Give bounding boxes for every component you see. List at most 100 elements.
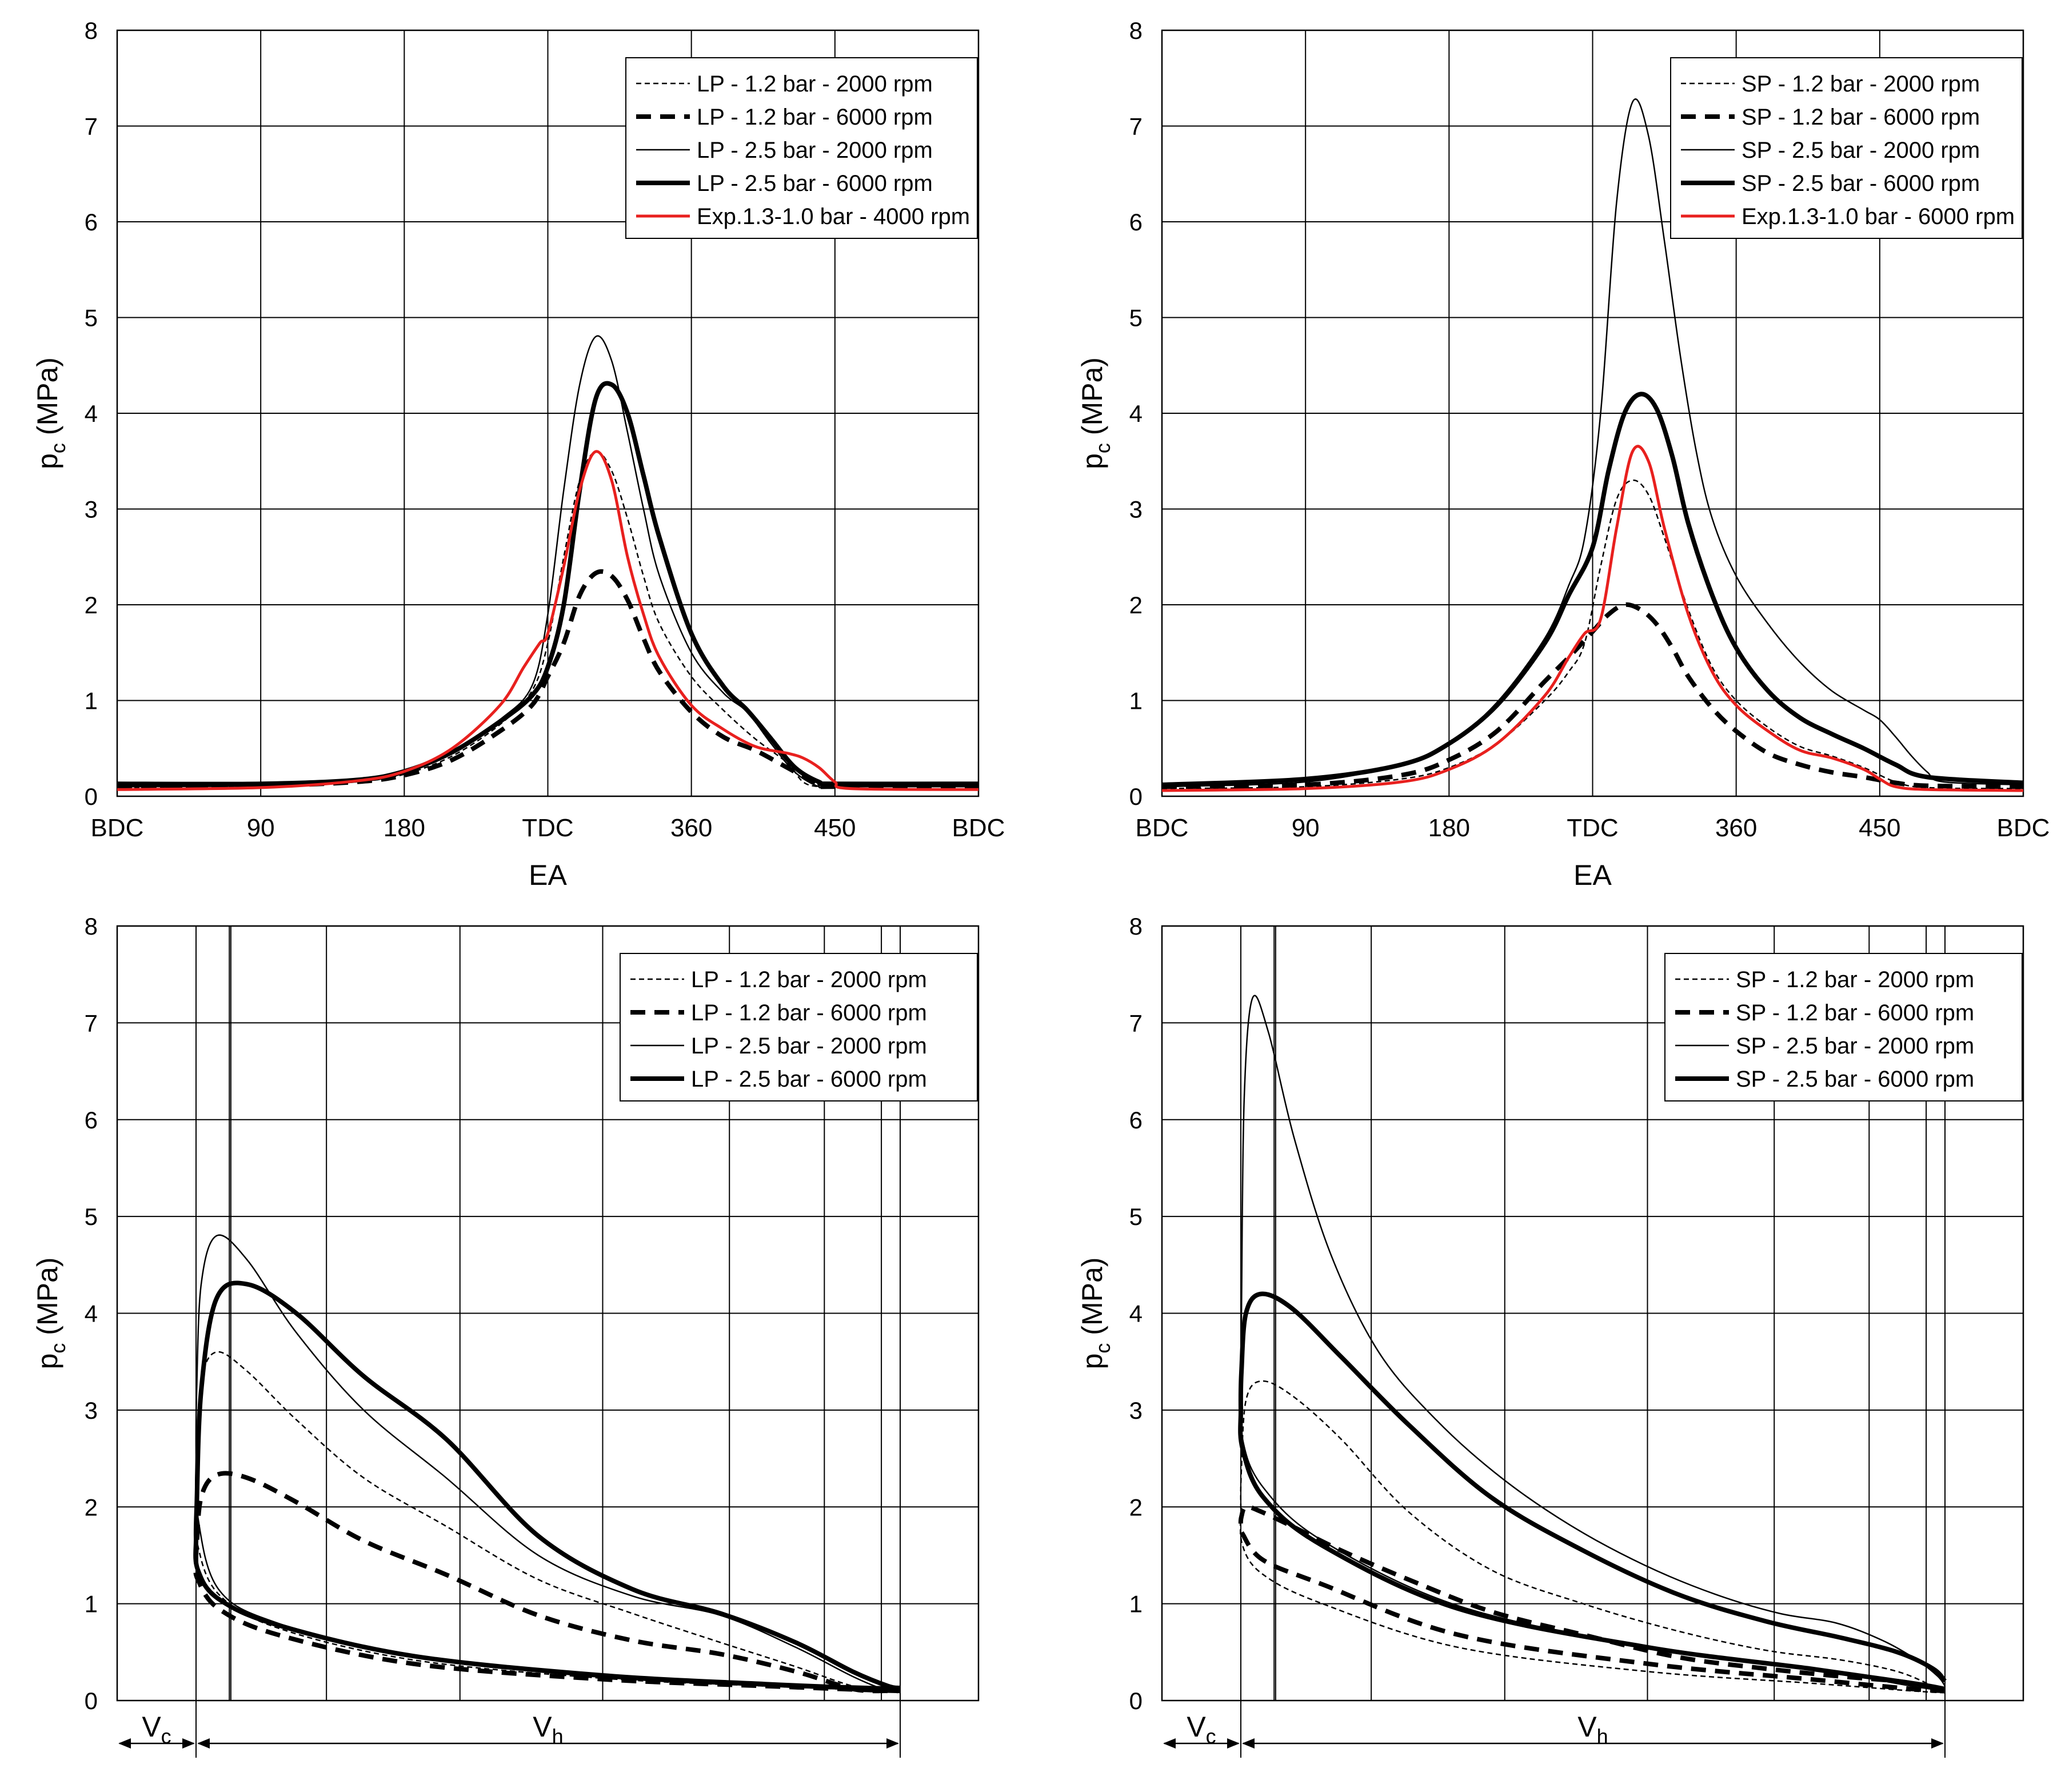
series-line [1161,392,2024,787]
y-tick-label: 4 [85,400,98,427]
x-axis-label: EA [529,859,567,891]
legend-label: LP - 2.5 bar - 2000 rpm [691,1033,927,1059]
y-tick-label: 3 [85,1397,98,1424]
legend-label: LP - 1.2 bar - 2000 rpm [697,71,933,97]
legend-label: SP - 2.5 bar - 6000 rpm [1736,1067,1974,1092]
x-tick-label: 90 [1292,814,1320,842]
x-tick-label: BDC [91,814,144,842]
y-tick-label: 5 [85,1203,98,1230]
y-tick-label: 4 [1129,1300,1143,1327]
x-tick-label: 360 [1715,814,1757,842]
series-group [117,335,979,791]
vh-arrowhead-right [1931,1738,1944,1749]
x-axis: Vc Vh [118,1701,901,1758]
series-line [117,450,979,791]
series-line [1239,995,1946,1692]
vc-arrowhead-left [1163,1738,1176,1749]
legend: SP - 1.2 bar - 2000 rpm SP - 1.2 bar - 60… [1670,57,2023,239]
vc-arrowhead-left [118,1738,131,1749]
y-tick-label: 0 [85,783,98,810]
legend-label: SP - 1.2 bar - 2000 rpm [1742,71,1980,97]
x-tick-label: 450 [1859,814,1900,842]
x-tick-label: BDC [952,814,1005,842]
y-tick-label: 8 [85,17,98,44]
chart-p2: 0 1 2 3 4 5 6 7 8 pc (MPa) BDC 90 180 TDC 360 450 BDC EA S… [1076,17,2050,891]
x-tick-label: TDC [1567,814,1618,842]
legend-label: SP - 1.2 bar - 2000 rpm [1736,967,1974,992]
y-tick-label: 3 [1129,496,1143,523]
grid [117,925,978,1701]
vc-label: Vc [142,1711,171,1748]
series-line [1239,1380,1946,1694]
y-tick-label: 1 [85,1591,98,1618]
x-tick-label: BDC [1136,814,1189,842]
legend-label: Exp.1.3-1.0 bar - 4000 rpm [697,204,970,229]
x-axis: BDC 90 180 TDC 360 450 BDC EA [91,814,1005,891]
y-tick-label: 1 [1129,688,1143,715]
series-line [1161,445,2024,792]
x-axis-label: EA [1573,859,1612,891]
series-group [1161,98,2024,792]
plot-frame [1161,925,2024,1702]
series-line [1238,1504,1946,1694]
y-axis-label: pc (MPa) [1076,1258,1115,1370]
series-line [193,1471,901,1694]
y-tick-label: 1 [85,688,98,715]
legend-label: SP - 1.2 bar - 6000 rpm [1742,105,1980,130]
y-tick-label: 0 [1129,1687,1143,1714]
y-tick-label: 6 [85,209,98,236]
y-tick-label: 8 [85,913,98,940]
y-axis-label: pc (MPa) [31,357,70,469]
legend: LP - 1.2 bar - 2000 rpm LP - 1.2 bar - 60… [625,57,978,239]
chart-p4: 0 1 2 3 4 5 6 7 8 pc (MPa) Vc Vh SP - 1.2 bar - 2000… [1076,913,2024,1758]
y-tick-label: 7 [1129,113,1143,140]
y-axis-label: pc (MPa) [1076,357,1115,469]
y-axis-label: pc (MPa) [31,1258,70,1370]
y-tick-label: 5 [1129,305,1143,332]
y-tick-label: 4 [1129,400,1143,427]
y-tick-label: 0 [1129,783,1143,810]
y-tick-label: 7 [85,1009,98,1036]
legend-label: LP - 2.5 bar - 2000 rpm [697,138,933,163]
y-tick-label: 2 [1129,1494,1143,1520]
chart-p3: 0 1 2 3 4 5 6 7 8 pc (MPa) Vc Vh LP - 1.2 bar - 2000… [31,913,980,1758]
y-tick-label: 7 [85,113,98,140]
legend-label: SP - 2.5 bar - 2000 rpm [1742,138,1980,163]
x-tick-label: 90 [247,814,275,842]
y-tick-label: 8 [1129,17,1143,44]
y-tick-label: 5 [85,305,98,332]
x-tick-label: BDC [1997,814,2050,842]
series-line [1161,602,2024,789]
vh-arrowhead-left [197,1738,210,1749]
y-tick-label: 6 [85,1107,98,1134]
x-tick-label: 450 [814,814,856,842]
y-tick-label: 4 [85,1300,98,1327]
legend-box [620,953,978,1101]
y-tick-label: 2 [85,1494,98,1520]
vh-arrowhead-right [886,1738,899,1749]
series-line [193,1280,901,1691]
x-tick-label: TDC [522,814,573,842]
series-line [117,569,979,789]
y-tick-label: 1 [1129,1591,1143,1618]
legend-label: LP - 2.5 bar - 6000 rpm [697,171,933,196]
plot-frame [116,29,980,797]
legend: SP - 1.2 bar - 2000 rpm SP - 1.2 bar - 60… [1664,953,2023,1101]
y-tick-label: 2 [85,592,98,618]
legend-label: Exp.1.3-1.0 bar - 6000 rpm [1742,204,2015,229]
legend-box [625,57,978,239]
legend-label: LP - 1.2 bar - 2000 rpm [691,967,927,992]
legend-label: SP - 2.5 bar - 6000 rpm [1742,171,1980,196]
plot-frame [116,925,980,1702]
legend-box [1670,57,2023,239]
series-line [1238,1291,1947,1691]
x-axis: Vc Vh [1163,1701,1946,1758]
vc-label: Vc [1187,1711,1216,1748]
x-axis: BDC 90 180 TDC 360 450 BDC EA [1136,814,2050,891]
legend-label: LP - 2.5 bar - 6000 rpm [691,1067,927,1092]
legend-label: SP - 1.2 bar - 6000 rpm [1736,1000,1974,1025]
y-tick-label: 0 [85,1687,98,1714]
y-tick-label: 7 [1129,1009,1143,1036]
y-tick-label: 6 [1129,209,1143,236]
